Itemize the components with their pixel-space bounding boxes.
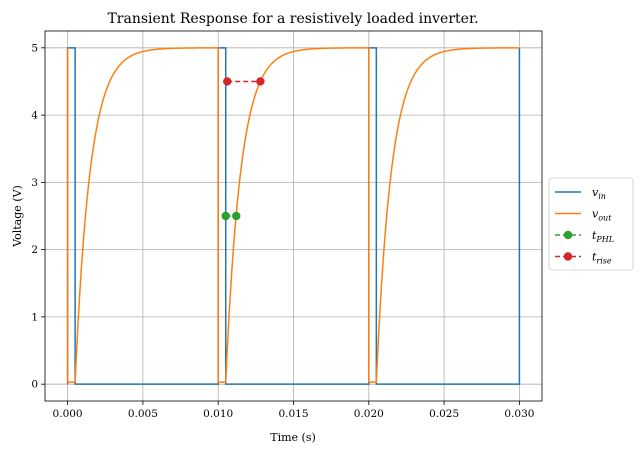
y-tick-label: 1: [31, 311, 38, 323]
x-tick-label: 0.010: [203, 408, 233, 420]
x-axis-label: Time (s): [270, 431, 316, 444]
x-axis: 0.000 0.005 0.010 0.015 0.020 0.025 0.030: [53, 401, 534, 420]
x-tick-label: 0.000: [53, 408, 83, 420]
legend-entry: vout: [592, 208, 612, 223]
series-line-v_out: [66, 47, 520, 383]
y-tick-label: 4: [31, 110, 38, 122]
y-tick-label: 2: [31, 244, 38, 256]
y-tick-label: 3: [31, 177, 38, 189]
series-line-v_in: [66, 47, 521, 385]
series-point-t_phl: [221, 211, 230, 221]
legend-marker: [563, 252, 573, 261]
x-tick-label: 0.015: [278, 408, 308, 420]
x-tick-label: 0.020: [354, 408, 384, 420]
x-tick-label: 0.025: [429, 408, 459, 420]
x-tick-label: 0.030: [504, 408, 534, 420]
legend-entry: trise: [592, 251, 612, 266]
legend: vin vout tPHL trise: [548, 177, 634, 271]
y-tick-label: 5: [31, 42, 38, 54]
legend-entry: vin: [592, 186, 606, 201]
series-point-t_rise: [256, 77, 265, 86]
plot-area: [66, 47, 521, 385]
legend-box: [548, 177, 634, 271]
y-axis-label: Voltage (V): [11, 185, 24, 248]
grid: [45, 31, 542, 401]
legend-marker: [563, 230, 573, 240]
series-point-t_rise: [223, 77, 232, 86]
series-point-t_phl: [232, 211, 241, 221]
chart-title: Transient Response for a resistively loa…: [107, 11, 478, 27]
y-axis: 0 1 2 3 4 5: [31, 42, 45, 391]
legend-entry: tPHL: [592, 229, 614, 244]
x-tick-label: 0.005: [128, 408, 158, 420]
y-tick-label: 0: [31, 379, 38, 391]
